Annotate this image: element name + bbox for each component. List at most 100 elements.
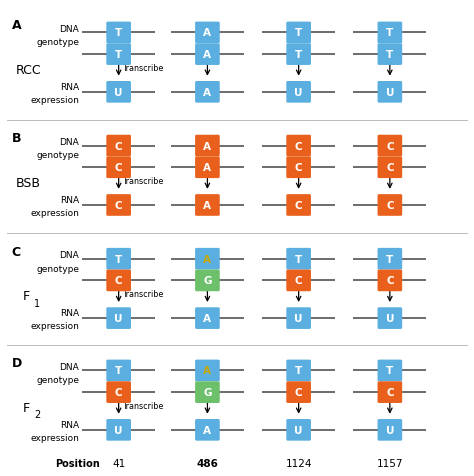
FancyBboxPatch shape bbox=[286, 360, 311, 381]
Text: U: U bbox=[294, 314, 303, 323]
FancyBboxPatch shape bbox=[106, 82, 131, 103]
Text: Transcribe: Transcribe bbox=[122, 401, 163, 410]
Text: D: D bbox=[12, 357, 22, 369]
Text: 2: 2 bbox=[34, 409, 40, 419]
FancyBboxPatch shape bbox=[286, 136, 311, 157]
Text: RNA: RNA bbox=[60, 82, 79, 91]
FancyBboxPatch shape bbox=[377, 307, 402, 329]
Text: genotype: genotype bbox=[36, 264, 79, 273]
FancyBboxPatch shape bbox=[195, 381, 220, 403]
Text: expression: expression bbox=[30, 321, 79, 330]
FancyBboxPatch shape bbox=[195, 157, 220, 178]
Text: DNA: DNA bbox=[59, 251, 79, 260]
Text: U: U bbox=[114, 88, 123, 98]
FancyBboxPatch shape bbox=[286, 419, 311, 441]
Text: T: T bbox=[386, 50, 393, 60]
Text: A: A bbox=[203, 366, 211, 376]
Text: C: C bbox=[295, 141, 302, 151]
Text: A: A bbox=[12, 19, 21, 32]
Text: RNA: RNA bbox=[60, 308, 79, 317]
Text: RCC: RCC bbox=[16, 64, 41, 77]
FancyBboxPatch shape bbox=[106, 381, 131, 403]
Text: 1124: 1124 bbox=[285, 458, 312, 468]
FancyBboxPatch shape bbox=[377, 195, 402, 217]
Text: C: C bbox=[12, 245, 21, 258]
Text: U: U bbox=[294, 425, 303, 435]
Text: expression: expression bbox=[30, 96, 79, 105]
FancyBboxPatch shape bbox=[106, 44, 131, 66]
FancyBboxPatch shape bbox=[195, 419, 220, 441]
Text: T: T bbox=[386, 29, 393, 39]
Text: RNA: RNA bbox=[60, 420, 79, 429]
Text: T: T bbox=[115, 366, 122, 376]
FancyBboxPatch shape bbox=[195, 22, 220, 44]
Text: A: A bbox=[203, 425, 211, 435]
FancyBboxPatch shape bbox=[286, 270, 311, 292]
Text: RNA: RNA bbox=[60, 196, 79, 204]
FancyBboxPatch shape bbox=[195, 248, 220, 270]
FancyBboxPatch shape bbox=[195, 44, 220, 66]
FancyBboxPatch shape bbox=[286, 22, 311, 44]
FancyBboxPatch shape bbox=[286, 381, 311, 403]
Text: T: T bbox=[386, 366, 393, 376]
Text: A: A bbox=[203, 50, 211, 60]
Text: expression: expression bbox=[30, 208, 79, 218]
Text: A: A bbox=[203, 141, 211, 151]
Text: A: A bbox=[203, 29, 211, 39]
Text: C: C bbox=[295, 163, 302, 173]
Text: C: C bbox=[295, 200, 302, 210]
FancyBboxPatch shape bbox=[377, 82, 402, 103]
FancyBboxPatch shape bbox=[106, 270, 131, 292]
FancyBboxPatch shape bbox=[106, 157, 131, 178]
Text: C: C bbox=[386, 163, 394, 173]
FancyBboxPatch shape bbox=[286, 307, 311, 329]
Text: T: T bbox=[295, 29, 302, 39]
Text: C: C bbox=[115, 387, 122, 397]
Text: F: F bbox=[22, 290, 29, 303]
FancyBboxPatch shape bbox=[286, 44, 311, 66]
Text: U: U bbox=[114, 314, 123, 323]
Text: F: F bbox=[22, 401, 29, 414]
Text: C: C bbox=[386, 276, 394, 286]
Text: DNA: DNA bbox=[59, 362, 79, 371]
Text: 1157: 1157 bbox=[377, 458, 403, 468]
Text: U: U bbox=[386, 88, 394, 98]
FancyBboxPatch shape bbox=[195, 270, 220, 292]
Text: Position: Position bbox=[55, 458, 100, 468]
FancyBboxPatch shape bbox=[195, 136, 220, 157]
Text: BSB: BSB bbox=[16, 177, 41, 190]
Text: U: U bbox=[386, 425, 394, 435]
Text: 1: 1 bbox=[34, 298, 40, 308]
Text: C: C bbox=[295, 387, 302, 397]
Text: T: T bbox=[115, 254, 122, 264]
Text: C: C bbox=[115, 163, 122, 173]
Text: B: B bbox=[12, 132, 21, 145]
FancyBboxPatch shape bbox=[106, 419, 131, 441]
FancyBboxPatch shape bbox=[286, 248, 311, 270]
Text: Transcribe: Transcribe bbox=[122, 289, 163, 298]
FancyBboxPatch shape bbox=[106, 360, 131, 381]
Text: genotype: genotype bbox=[36, 38, 79, 47]
Text: C: C bbox=[115, 276, 122, 286]
FancyBboxPatch shape bbox=[377, 419, 402, 441]
Text: A: A bbox=[203, 314, 211, 323]
FancyBboxPatch shape bbox=[106, 307, 131, 329]
FancyBboxPatch shape bbox=[377, 381, 402, 403]
FancyBboxPatch shape bbox=[286, 195, 311, 217]
Text: A: A bbox=[203, 200, 211, 210]
Text: A: A bbox=[203, 254, 211, 264]
Text: G: G bbox=[203, 387, 212, 397]
FancyBboxPatch shape bbox=[377, 360, 402, 381]
FancyBboxPatch shape bbox=[377, 22, 402, 44]
Text: expression: expression bbox=[30, 433, 79, 442]
Text: Transcribe: Transcribe bbox=[122, 177, 163, 186]
Text: C: C bbox=[295, 276, 302, 286]
Text: DNA: DNA bbox=[59, 25, 79, 34]
Text: T: T bbox=[295, 254, 302, 264]
FancyBboxPatch shape bbox=[377, 44, 402, 66]
FancyBboxPatch shape bbox=[286, 157, 311, 178]
Text: genotype: genotype bbox=[36, 376, 79, 385]
Text: G: G bbox=[203, 276, 212, 286]
FancyBboxPatch shape bbox=[195, 195, 220, 217]
FancyBboxPatch shape bbox=[106, 136, 131, 157]
